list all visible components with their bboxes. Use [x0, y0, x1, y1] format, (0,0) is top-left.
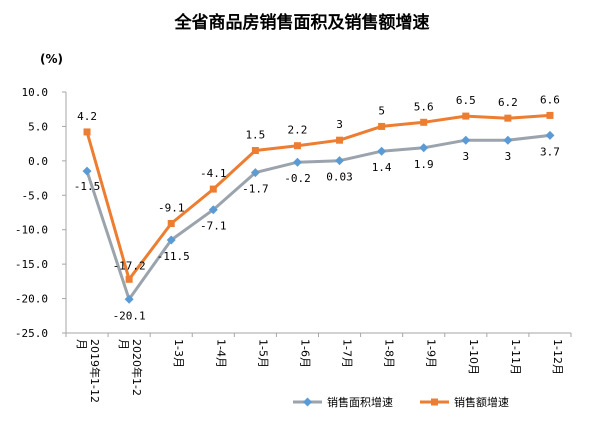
sales-growth-point	[504, 114, 512, 122]
y-axis-unit: (%)	[40, 52, 63, 66]
y-tick-labels: 10.0 5.0 0.0 -5.0 -10.0 -15.0 -20.0 -25.0	[15, 86, 48, 340]
sales-data-label: 6.6	[540, 93, 560, 106]
y-tick-label: 0.0	[28, 155, 48, 168]
data-labels: 4.2 -17.2 -9.1 -4.1 1.5 2.2 3 5 5.6 6.5 6.2 6.6 -1.5…	[74, 93, 560, 322]
y-tick-label: -5.0	[22, 189, 49, 202]
x-category-label: 1-11月	[509, 339, 522, 375]
x-category-label: 2020年1-2	[130, 339, 144, 396]
area-data-label: 1.9	[414, 158, 434, 171]
y-tick-label: -10.0	[15, 224, 48, 237]
sales-growth-point	[420, 118, 428, 126]
sales-growth-point	[293, 142, 301, 150]
sales-data-label: 3	[336, 118, 343, 131]
series-lines	[85, 113, 551, 301]
x-category-label: 1-7月	[341, 339, 354, 368]
area-growth-point	[335, 156, 345, 166]
chart-title: 全省商品房销售面积及销售额增速	[174, 12, 430, 33]
x-category-label: 1-10月	[467, 339, 480, 375]
area-growth-point	[292, 157, 302, 167]
legend-label-sales: 销售额增速	[454, 395, 509, 409]
x-category-label: 1-6月	[298, 339, 311, 368]
sales-data-label: -9.1	[158, 202, 185, 215]
sales-data-label: 4.2	[77, 110, 97, 123]
sales-growth-point	[546, 111, 554, 119]
area-data-label: 3	[505, 150, 512, 163]
sales-growth-point	[167, 220, 175, 228]
legend-marker-sales	[431, 398, 438, 406]
area-data-label: 1.4	[372, 161, 392, 174]
legend: 销售面积增速 销售额增速	[293, 395, 509, 409]
area-data-label: -11.5	[157, 250, 190, 263]
x-category-label: 月	[117, 339, 130, 350]
x-category-labels: 2019年1-12月 2020年1-2月 1-3月 1-4月 1-5月 1-6月 1-7月 1…	[75, 339, 564, 403]
area-growth-point	[250, 168, 260, 178]
sales-growth-point	[251, 147, 259, 155]
series-markers	[82, 111, 555, 304]
sales-growth-point	[83, 128, 91, 136]
area-data-label: -7.1	[200, 220, 227, 233]
x-category-label: 2019年1-12	[88, 339, 102, 403]
area-growth-point	[461, 135, 471, 145]
sales-growth-point	[378, 122, 386, 130]
x-category-label: 1-4月	[214, 339, 227, 368]
area-growth-point	[208, 205, 218, 215]
sales-data-label: 5	[378, 104, 385, 117]
sales-growth-point	[336, 136, 344, 144]
area-data-label: 0.03	[326, 171, 353, 184]
x-category-label: 1-9月	[425, 339, 438, 368]
area-growth-point	[82, 166, 92, 176]
y-tick-label: 5.0	[28, 120, 48, 133]
x-category-label: 1-3月	[172, 339, 185, 368]
area-data-label: 3	[462, 150, 469, 163]
sales-data-label: -4.1	[200, 167, 227, 180]
series-line	[85, 113, 551, 281]
sales-data-label: -17.2	[113, 259, 146, 272]
x-category-label: 1-12月	[551, 339, 564, 375]
x-category-label: 月	[75, 339, 88, 350]
legend-marker-area	[303, 397, 312, 407]
area-data-label: -0.2	[284, 172, 311, 185]
area-growth-point	[503, 135, 513, 145]
area-data-label: -1.5	[74, 180, 101, 193]
y-tick-label: 10.0	[22, 86, 49, 99]
area-data-label: -1.7	[242, 183, 269, 196]
area-data-label: -20.1	[113, 309, 146, 322]
sales-data-label: 5.6	[414, 100, 434, 113]
y-tick-label: -20.0	[15, 293, 48, 306]
x-category-label: 1-5月	[256, 339, 269, 368]
sales-growth-point	[125, 275, 133, 283]
sales-data-label: 6.5	[456, 94, 476, 107]
area-growth-point	[377, 146, 387, 156]
sales-data-label: 1.5	[245, 129, 265, 142]
sales-growth-point	[462, 112, 470, 120]
area-growth-point	[545, 130, 555, 140]
sales-data-label: 2.2	[288, 124, 308, 137]
y-tick-label: -25.0	[15, 327, 48, 340]
area-growth-point	[166, 235, 176, 245]
legend-label-area: 销售面积增速	[327, 395, 393, 409]
sales-data-label: 6.2	[498, 96, 518, 109]
y-tick-label: -15.0	[15, 258, 48, 271]
series-line	[85, 133, 551, 301]
sales-growth-point	[209, 185, 217, 193]
area-data-label: 3.7	[540, 145, 560, 158]
area-growth-point	[419, 143, 429, 153]
x-category-label: 1-8月	[383, 339, 396, 368]
area-growth-point	[124, 294, 134, 304]
axes	[62, 91, 572, 337]
